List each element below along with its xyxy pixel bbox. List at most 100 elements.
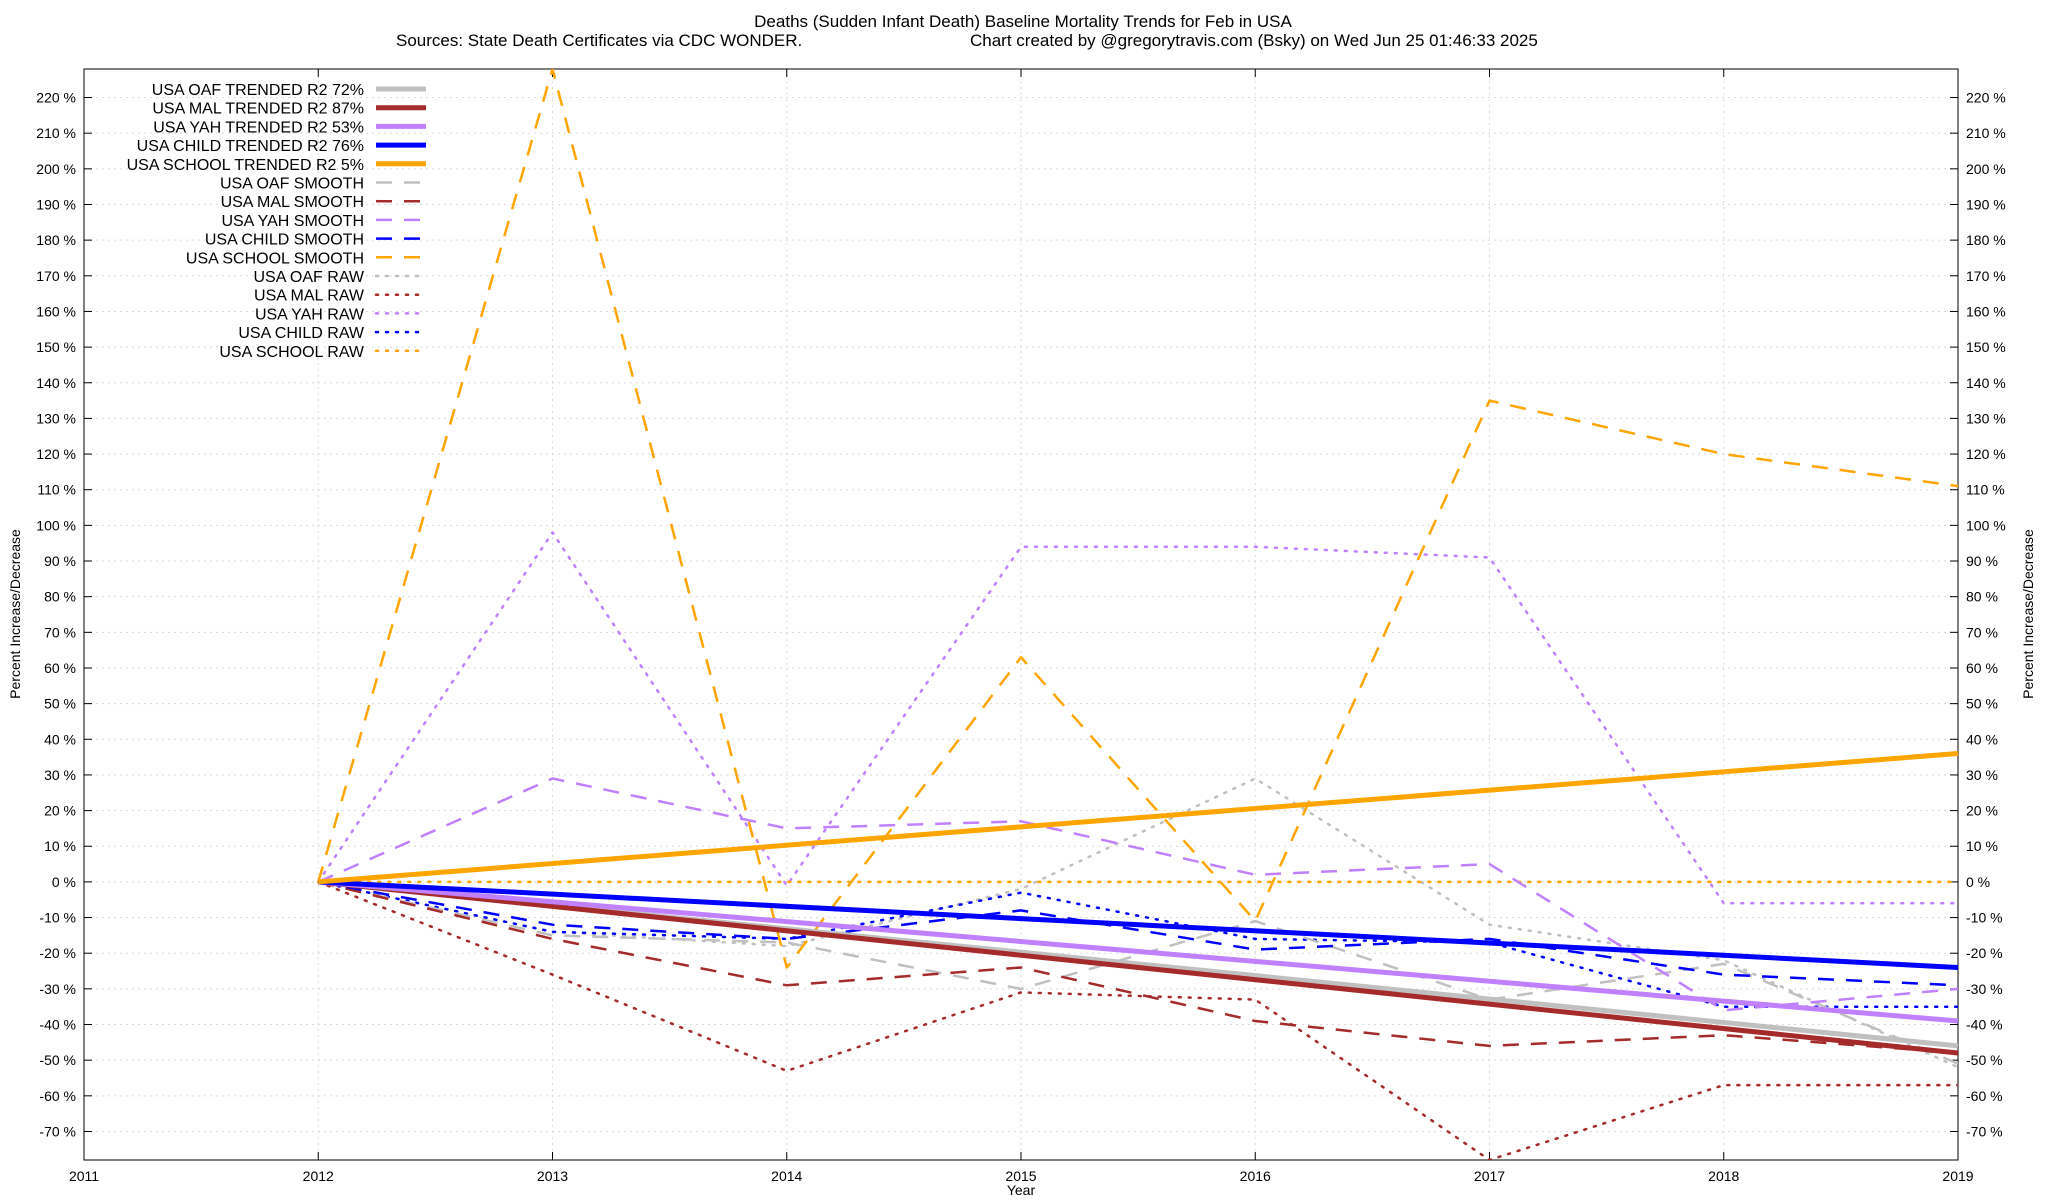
legend-label: USA OAF RAW <box>253 269 364 286</box>
x-tick-label: 2013 <box>537 1168 568 1184</box>
y2-tick-label: 210 % <box>1966 125 2006 141</box>
series-line-12 <box>317 531 1958 905</box>
y-tick-label: 220 % <box>36 90 76 106</box>
x-tick-label: 2016 <box>1240 1168 1271 1184</box>
chart-subtitle-credit: Chart created by @gregorytravis.com (Bsk… <box>970 31 1538 50</box>
y-tick-label: 110 % <box>37 482 76 498</box>
legend-label: USA SCHOOL TRENDED R2 5% <box>127 157 364 174</box>
y2-tick-label: -40 % <box>1966 1017 2003 1033</box>
y-tick-label: 50 % <box>44 696 76 712</box>
x-tick-label: 2019 <box>1942 1168 1973 1184</box>
y-tick-label: 160 % <box>36 303 76 319</box>
legend-label: USA CHILD RAW <box>238 325 365 342</box>
legend-label: USA MAL TRENDED R2 87% <box>152 101 364 118</box>
y-tick-label: 130 % <box>36 410 76 426</box>
y-tick-label: 40 % <box>44 731 76 747</box>
y2-tick-label: 180 % <box>1966 232 2006 248</box>
series-line-4 <box>318 751 1958 885</box>
y2-axis-label: Percent Increase/Decrease <box>2020 529 2036 699</box>
x-axis-label: Year <box>1007 1182 1036 1198</box>
series-line-8 <box>318 880 1958 987</box>
series-lines <box>317 69 1958 1160</box>
y-tick-label: 200 % <box>36 161 76 177</box>
x-tick-label: 2018 <box>1708 1168 1739 1184</box>
legend-label: USA OAF TRENDED R2 72% <box>152 82 364 99</box>
y2-tick-label: 170 % <box>1966 268 2006 284</box>
y-tick-label: 0 % <box>52 874 76 890</box>
x-tick-label: 2012 <box>303 1168 334 1184</box>
y-tick-label: -30 % <box>39 981 76 997</box>
y2-tick-label: 200 % <box>1966 161 2006 177</box>
y2-tick-label: 120 % <box>1966 446 2006 462</box>
y2-tick-label: 60 % <box>1966 660 1998 676</box>
legend-label: USA MAL RAW <box>254 288 365 305</box>
series-line-9 <box>317 69 1958 969</box>
x-tick-label: 2015 <box>1005 1168 1036 1184</box>
series-line-7 <box>317 777 1958 1012</box>
legend-label: USA SCHOOL RAW <box>219 344 365 361</box>
y2-tick-label: 70 % <box>1966 624 1998 640</box>
y2-tick-label: 10 % <box>1966 838 1998 854</box>
y2-tick-label: -10 % <box>1966 910 2003 926</box>
y2-tick-label: 40 % <box>1966 731 1998 747</box>
legend-label: USA MAL SMOOTH <box>221 194 364 211</box>
series-line-13 <box>317 880 1958 1008</box>
y2-tick-label: 110 % <box>1966 482 2005 498</box>
axis-ticks: 220 % 220 % 210 % 210 % 200 % 200 % 190 % 190 %… <box>36 69 2006 1184</box>
y-tick-label: 10 % <box>44 838 76 854</box>
legend-label: USA YAH TRENDED R2 53% <box>153 119 364 136</box>
y-tick-label: -10 % <box>39 910 76 926</box>
y-tick-label: 20 % <box>44 803 76 819</box>
y-tick-label: 140 % <box>36 375 76 391</box>
series-line-3 <box>318 879 1958 970</box>
y-tick-label: 170 % <box>36 268 76 284</box>
y-tick-label: 90 % <box>44 553 76 569</box>
y-tick-label: 180 % <box>36 232 76 248</box>
y2-tick-label: -20 % <box>1966 945 2003 961</box>
chart-title: Deaths (Sudden Infant Death) Baseline Mo… <box>754 12 1292 31</box>
y-tick-label: -60 % <box>39 1088 76 1104</box>
y-tick-label: 190 % <box>36 196 76 212</box>
y-tick-label: 120 % <box>36 446 76 462</box>
y2-tick-label: 80 % <box>1966 589 1998 605</box>
y-axis-label: Percent Increase/Decrease <box>7 529 23 699</box>
series-line-2 <box>318 879 1958 1024</box>
legend-label: USA CHILD TRENDED R2 76% <box>137 138 364 155</box>
y2-tick-label: 100 % <box>1966 517 2006 533</box>
y-tick-label: -70 % <box>39 1123 76 1139</box>
y2-tick-label: 30 % <box>1966 767 1998 783</box>
y2-tick-label: -30 % <box>1966 981 2003 997</box>
y-tick-label: -50 % <box>39 1052 76 1068</box>
y-tick-label: 30 % <box>44 767 76 783</box>
y2-tick-label: -50 % <box>1966 1052 2003 1068</box>
y2-tick-label: 190 % <box>1966 196 2006 212</box>
legend-label: USA OAF SMOOTH <box>220 176 364 193</box>
y-tick-label: 60 % <box>44 660 76 676</box>
y-tick-label: -40 % <box>39 1017 76 1033</box>
y2-tick-label: -70 % <box>1966 1123 2003 1139</box>
chart-subtitle-source: Sources: State Death Certificates via CD… <box>396 31 802 50</box>
y2-tick-label: 140 % <box>1966 375 2006 391</box>
y-tick-label: 80 % <box>44 589 76 605</box>
y-tick-label: 70 % <box>44 624 76 640</box>
legend-label: USA YAH RAW <box>255 306 365 323</box>
y2-tick-label: 90 % <box>1966 553 1998 569</box>
y2-tick-label: 160 % <box>1966 303 2006 319</box>
y-tick-label: 210 % <box>36 125 76 141</box>
y-tick-label: 100 % <box>36 517 76 533</box>
series-line-6 <box>318 880 1958 1055</box>
legend-label: USA SCHOOL SMOOTH <box>186 250 364 267</box>
y2-tick-label: 130 % <box>1966 410 2006 426</box>
y2-tick-label: 150 % <box>1966 339 2006 355</box>
y2-tick-label: 220 % <box>1966 90 2006 106</box>
legend-label: USA YAH SMOOTH <box>221 213 364 230</box>
x-tick-label: 2017 <box>1474 1168 1505 1184</box>
y2-tick-label: -60 % <box>1966 1088 2003 1104</box>
x-tick-label: 2014 <box>771 1168 802 1184</box>
y2-tick-label: 0 % <box>1966 874 1990 890</box>
series-line-1 <box>318 879 1958 1056</box>
y-tick-label: 150 % <box>36 339 76 355</box>
series-line-11 <box>317 880 1958 1160</box>
legend-label: USA CHILD SMOOTH <box>205 232 364 249</box>
